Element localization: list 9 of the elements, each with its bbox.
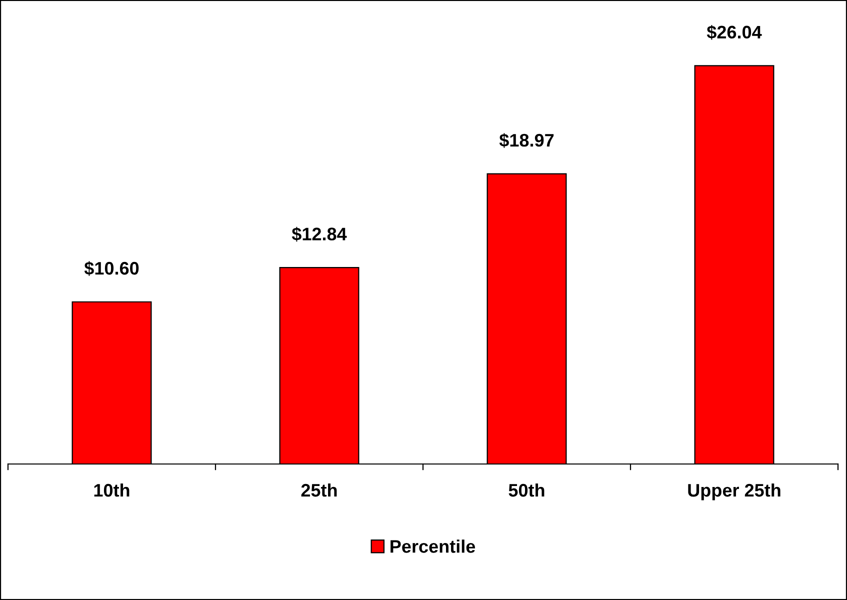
data-label: $10.60 <box>84 261 139 276</box>
data-label: $12.84 <box>292 226 347 242</box>
x-tick-label: 25th <box>301 483 337 497</box>
x-tick-label: 10th <box>94 483 130 497</box>
data-label: $18.97 <box>499 133 554 148</box>
x-tick-label: 50th <box>508 483 544 497</box>
x-tick-label: Upper 25th <box>688 483 780 500</box>
data-label: $26.04 <box>706 24 762 40</box>
legend-label: Percentile <box>390 540 476 553</box>
